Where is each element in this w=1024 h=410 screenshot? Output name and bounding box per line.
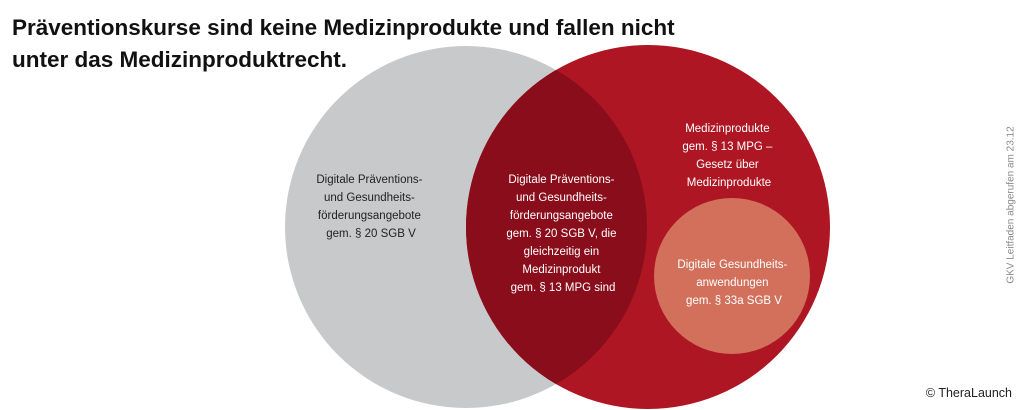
label-overlap: Digitale Präventions- und Gesundheits- f… [506, 174, 619, 294]
title-line-2: unter das Medizinproduktrecht. [12, 47, 348, 72]
page-title: Präventionskurse sind keine Medizinprodu… [12, 12, 712, 76]
label-right-set: Medizinprodukte gem. § 13 MPG – Gesetz ü… [682, 123, 775, 189]
circle-digital-health-apps [654, 198, 810, 354]
label-inner-set: Digitale Gesundheits- anwendungen gem. §… [677, 259, 790, 307]
source-note: GKV Leitfaden abgerufen am 23.12 [1005, 126, 1017, 284]
title-line-1: Präventionskurse sind keine Medizinprodu… [12, 15, 675, 40]
copyright-credit: © TheraLaunch [925, 386, 1012, 400]
label-left-set: Digitale Präventions- und Gesundheits- f… [316, 174, 425, 240]
overlap-region [466, 46, 647, 408]
